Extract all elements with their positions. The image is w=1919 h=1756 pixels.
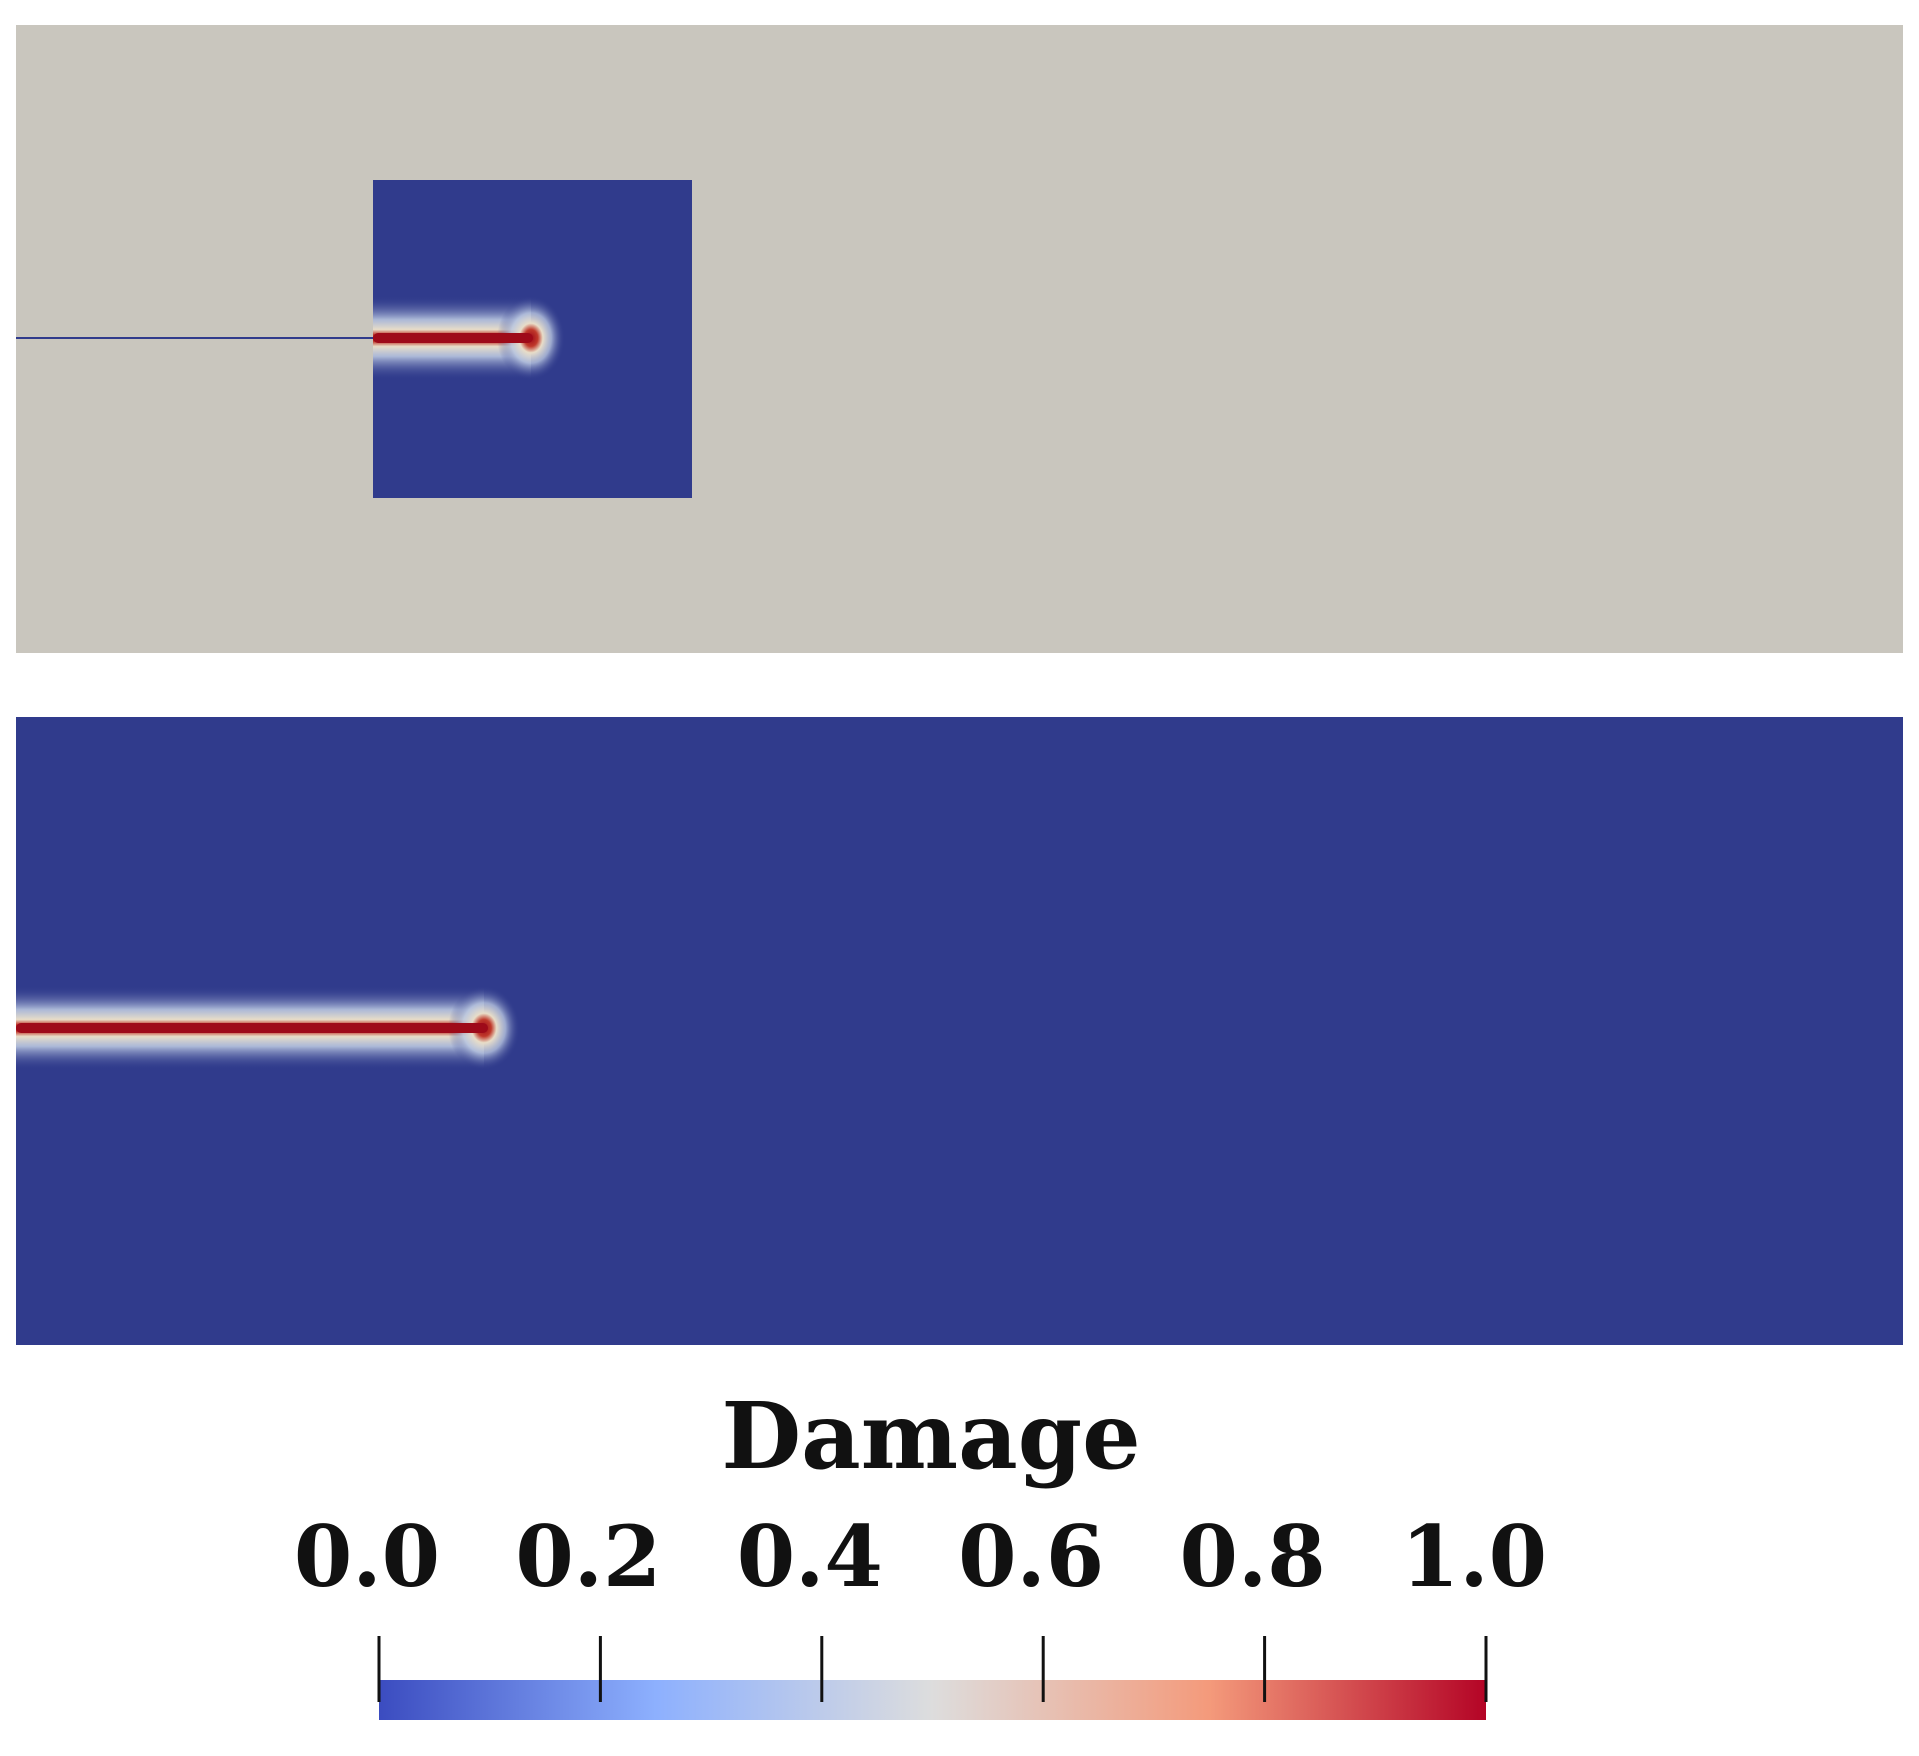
bottom-crack-band xyxy=(16,986,520,1070)
colorbar-tick-label: 0.2 xyxy=(515,1507,662,1606)
colorbar-title: Damage xyxy=(721,1382,1141,1490)
colorbar-tick-label: 0.0 xyxy=(293,1507,441,1606)
colorbar-gradient xyxy=(379,1680,1486,1720)
colorbar-tick-label: 1.0 xyxy=(1400,1507,1548,1606)
top-crack-band xyxy=(373,296,565,380)
bottom-panel xyxy=(16,717,1903,1345)
colorbar-tick-label: 0.6 xyxy=(958,1507,1105,1606)
colorbar-tick-label: 0.4 xyxy=(736,1507,883,1606)
colorbar xyxy=(377,1636,1488,1720)
colorbar-tick-marks xyxy=(377,1636,1488,1702)
colorbar-tick-label: 0.8 xyxy=(1179,1507,1326,1606)
top-panel xyxy=(16,25,1903,653)
